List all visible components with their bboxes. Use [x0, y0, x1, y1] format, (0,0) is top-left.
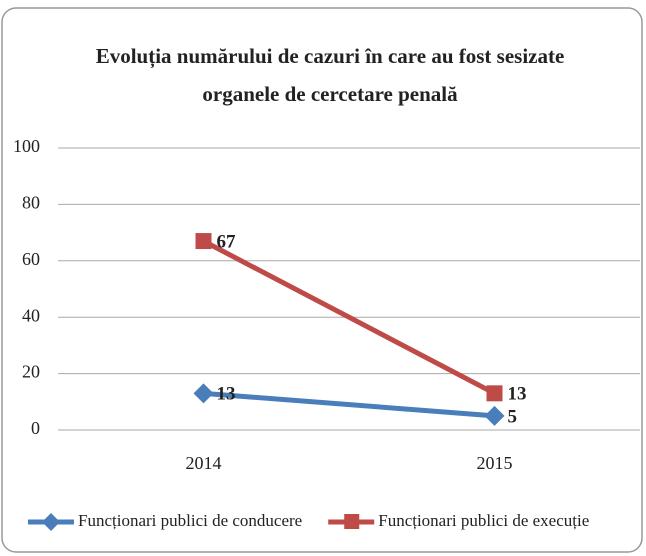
y-tick-label: 100	[13, 136, 40, 156]
marker	[484, 405, 505, 426]
x-tick-label: 2014	[186, 453, 222, 473]
marker	[195, 233, 212, 250]
legend-marker	[344, 514, 360, 529]
y-tick-label: 60	[22, 249, 40, 269]
y-tick-label: 20	[22, 362, 40, 382]
chart-title: Evoluția numărului de cazuri în care au …	[96, 44, 565, 69]
legend-label: Funcționari publici de conducere	[78, 511, 302, 530]
marker	[486, 385, 503, 402]
x-tick-label: 2015	[477, 453, 513, 473]
y-tick-label: 80	[22, 193, 40, 213]
line	[202, 238, 496, 396]
line	[203, 390, 495, 419]
data-label: 5	[508, 406, 518, 427]
data-label: 67	[217, 231, 237, 252]
legend-label: Funcționari publici de execuție	[378, 511, 589, 530]
y-tick-label: 40	[22, 305, 40, 325]
y-tick-label: 0	[31, 418, 40, 438]
marker	[193, 383, 214, 404]
chart-title: organele de cercetare penală	[202, 82, 458, 106]
legend-marker	[42, 513, 60, 531]
data-label: 13	[217, 384, 236, 405]
data-label: 13	[508, 384, 527, 405]
